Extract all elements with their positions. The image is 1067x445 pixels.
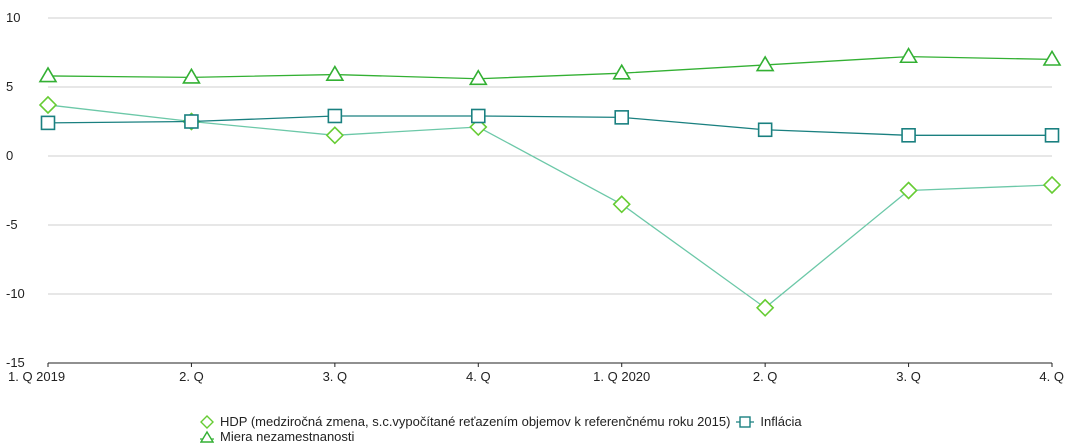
- series-hdp: [38, 95, 1062, 317]
- x-tick-label: 2. Q: [179, 369, 204, 384]
- x-axis-ticks: 1. Q 2019 2. Q 3. Q 4. Q 1. Q 2020 2. Q 3. Q 4.…: [8, 363, 1064, 384]
- data-point-inflacia: [40, 115, 56, 131]
- data-point-inflacia: [1044, 128, 1060, 143]
- y-tick-label: -5: [6, 217, 18, 232]
- y-tick-label: 0: [6, 148, 13, 163]
- data-point-nezamestnanost: [612, 63, 632, 80]
- y-axis-ticks: 10 5 0 -5 -10 -15: [6, 10, 25, 370]
- data-point-hdp: [612, 195, 631, 214]
- data-point-nezamestnanost: [182, 67, 201, 84]
- x-tick-label: 2. Q: [753, 369, 778, 384]
- data-point-hdp: [756, 298, 775, 317]
- data-point-inflacia: [901, 128, 916, 143]
- data-point-nezamestnanost: [38, 66, 58, 83]
- gridlines: [48, 17, 1052, 364]
- y-tick-label: -15: [6, 355, 25, 370]
- x-tick-label: 4. Q: [1039, 369, 1064, 384]
- data-point-nezamestnanost: [755, 55, 775, 72]
- square-marker-icon: [736, 415, 755, 428]
- data-point-nezamestnanost: [1042, 49, 1062, 66]
- series-line-nezamestnanost: [47, 55, 1053, 80]
- data-point-hdp: [899, 181, 918, 200]
- x-tick-label: 1. Q 2020: [593, 369, 650, 384]
- legend-item-nezamestnanost[interactable]: Miera nezamestnanosti: [200, 429, 354, 444]
- y-tick-label: -10: [6, 286, 25, 301]
- legend-label-inflacia: Inflácia: [760, 414, 802, 429]
- series-inflacia: [40, 108, 1060, 143]
- data-point-inflacia: [184, 114, 199, 129]
- data-point-hdp: [38, 95, 58, 115]
- series-line-hdp: [47, 104, 1053, 309]
- legend-item-inflacia[interactable]: Inflácia: [736, 414, 802, 429]
- legend-item-hdp[interactable]: HDP (medziročná zmena, s.c.vypočítané re…: [200, 414, 730, 429]
- data-point-hdp: [1042, 175, 1062, 195]
- triangle-marker-icon: [200, 430, 214, 443]
- x-tick-label: 3. Q: [896, 369, 921, 384]
- data-point-inflacia: [757, 122, 773, 138]
- data-point-hdp: [325, 126, 344, 145]
- y-tick-label: 10: [6, 10, 20, 25]
- data-point-inflacia: [470, 108, 486, 124]
- data-point-nezamestnanost: [899, 47, 918, 64]
- series-nezamestnanost: [38, 47, 1062, 86]
- x-tick-label: 4. Q: [466, 369, 491, 384]
- legend-label-nezamestnanost: Miera nezamestnanosti: [220, 429, 355, 444]
- diamond-marker-icon: [200, 414, 214, 429]
- legend: HDP (medziročná zmena, s.c.vypočítané re…: [200, 414, 808, 444]
- series-layer: [38, 47, 1062, 317]
- x-tick-label: 1. Q 2019: [8, 369, 65, 384]
- data-point-nezamestnanost: [468, 69, 488, 86]
- legend-row-2: Miera nezamestnanosti: [200, 429, 808, 444]
- data-point-inflacia: [614, 110, 630, 125]
- data-point-nezamestnanost: [325, 65, 345, 81]
- legend-label-hdp: HDP (medziročná zmena, s.c.vypočítané re…: [220, 414, 731, 429]
- legend-row-1: HDP (medziročná zmena, s.c.vypočítané re…: [200, 414, 808, 429]
- y-tick-label: 5: [6, 79, 13, 94]
- x-tick-label: 3. Q: [323, 369, 348, 384]
- data-point-inflacia: [327, 108, 343, 124]
- series-line-inflacia: [47, 115, 1052, 136]
